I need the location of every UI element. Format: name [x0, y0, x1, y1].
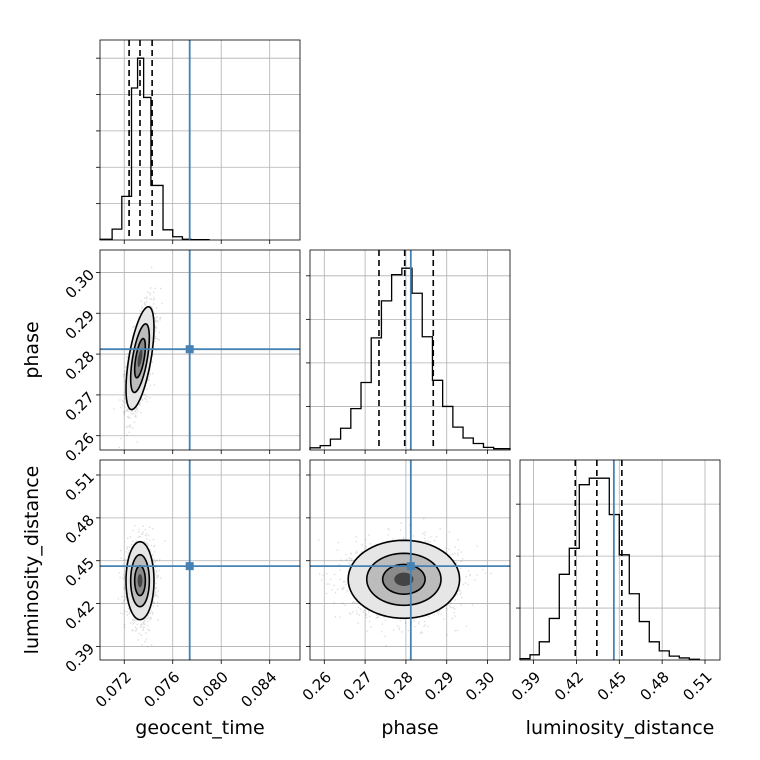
panel-frame	[309, 459, 511, 661]
truth-marker	[185, 562, 194, 571]
contour-line	[129, 323, 151, 394]
contour-line	[347, 539, 461, 620]
x-axis-label-geocent_time: geocent_time	[135, 717, 264, 739]
hist-panel-geocent_time	[96, 39, 301, 244]
density-fill	[394, 572, 414, 586]
truth-marker	[185, 345, 194, 354]
panel-frame	[99, 459, 301, 661]
contour-line	[129, 553, 151, 608]
y-axis-label-luminosity_distance: luminosity_distance	[21, 466, 43, 655]
x-tick-label-luminosity_distance: 0.48	[637, 668, 673, 704]
y-tick-label-phase: 0.30	[62, 266, 98, 302]
x-tick-label-phase: 0.28	[380, 668, 416, 704]
y-tick-label-luminosity_distance: 0.51	[62, 468, 98, 504]
contour-line	[125, 540, 155, 621]
x-tick-label-luminosity_distance: 0.39	[508, 668, 544, 704]
y-axis-label-phase: phase	[21, 321, 43, 378]
y-tick-label-phase: 0.29	[62, 307, 98, 343]
x-tick-label-luminosity_distance: 0.42	[551, 668, 587, 704]
y-tick-label-luminosity_distance: 0.45	[62, 554, 98, 590]
hist-frame	[309, 249, 511, 451]
truth-marker	[406, 562, 415, 571]
x-tick-label-phase: 0.27	[340, 668, 376, 704]
x-tick-label-phase: 0.29	[421, 668, 457, 704]
hist-frame	[99, 39, 301, 241]
y-tick-label-phase: 0.27	[62, 388, 98, 424]
density-fill	[137, 349, 143, 367]
contour-line	[133, 565, 147, 597]
panel-phase-vs-luminosity_distance	[306, 459, 511, 664]
x-tick-label-phase: 0.30	[462, 668, 498, 704]
histogram-step	[99, 57, 210, 241]
panel-geocent_time-vs-luminosity_distance	[96, 459, 301, 664]
x-tick-label-geocent_time: 0.080	[189, 668, 232, 711]
histogram-step	[519, 477, 700, 660]
hist-panel-phase	[306, 249, 511, 454]
y-tick-label-luminosity_distance: 0.48	[62, 511, 98, 547]
hist-background	[100, 40, 300, 240]
y-tick-label-luminosity_distance: 0.42	[62, 597, 98, 633]
x-tick-label-geocent_time: 0.076	[140, 668, 183, 711]
contour-line	[125, 305, 155, 411]
x-axis-label-phase: phase	[381, 717, 438, 739]
y-tick-label-phase: 0.28	[62, 347, 98, 383]
y-tick-label-luminosity_distance: 0.39	[62, 640, 98, 676]
hist-panel-luminosity_distance	[516, 459, 721, 664]
hist-frame	[519, 459, 721, 661]
density-fill	[137, 574, 143, 588]
contour-line	[133, 337, 147, 379]
histogram-step	[309, 267, 511, 450]
y-tick-label-phase: 0.26	[62, 429, 98, 465]
x-tick-label-luminosity_distance: 0.51	[679, 668, 715, 704]
x-tick-label-geocent_time: 0.084	[237, 668, 280, 711]
x-tick-label-luminosity_distance: 0.45	[594, 668, 630, 704]
hist-background	[520, 460, 720, 660]
panel-geocent_time-vs-phase	[96, 249, 301, 454]
panel-frame	[99, 249, 301, 451]
x-tick-label-phase: 0.26	[299, 668, 335, 704]
x-tick-label-geocent_time: 0.072	[92, 668, 135, 711]
contour-line	[365, 552, 442, 607]
x-axis-label-luminosity_distance: luminosity_distance	[526, 717, 715, 739]
